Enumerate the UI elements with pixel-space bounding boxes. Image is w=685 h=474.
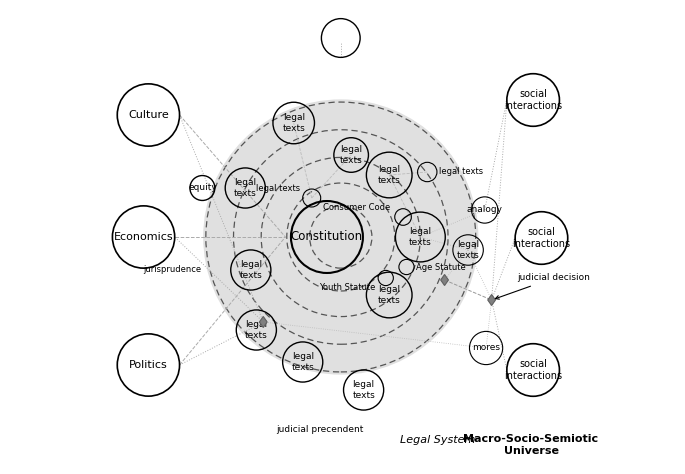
Text: Politics: Politics xyxy=(129,360,168,370)
Text: legal texts: legal texts xyxy=(256,184,300,193)
Text: jurisprudence: jurisprudence xyxy=(143,265,201,274)
Text: legal
texts: legal texts xyxy=(378,165,401,185)
Text: legal
texts: legal texts xyxy=(240,260,262,280)
Text: mores: mores xyxy=(472,344,500,353)
Text: equity: equity xyxy=(188,183,216,192)
Text: legal
texts: legal texts xyxy=(245,320,268,340)
Text: legal
texts: legal texts xyxy=(352,380,375,400)
Text: Macro-Socio-Semiotic
Universe: Macro-Socio-Semiotic Universe xyxy=(464,434,599,456)
Text: Legal System: Legal System xyxy=(400,435,475,445)
Text: legal
texts: legal texts xyxy=(378,285,401,305)
Text: Consumer Code: Consumer Code xyxy=(323,203,390,212)
Text: analogy: analogy xyxy=(466,206,503,215)
Text: legal
texts: legal texts xyxy=(409,228,432,246)
Polygon shape xyxy=(440,274,449,285)
Text: legal
texts: legal texts xyxy=(291,352,314,372)
Polygon shape xyxy=(488,294,495,306)
Polygon shape xyxy=(260,317,267,328)
Text: Age Statute: Age Statute xyxy=(416,263,466,272)
Text: Economics: Economics xyxy=(114,232,173,242)
Text: legal
texts: legal texts xyxy=(234,178,257,198)
Text: Culture: Culture xyxy=(128,110,169,120)
Text: judicial decision: judicial decision xyxy=(495,273,590,299)
Text: Youth Statute: Youth Statute xyxy=(319,283,376,292)
Text: judicial precendent: judicial precendent xyxy=(276,426,364,435)
Text: legal
texts: legal texts xyxy=(457,240,480,260)
Text: social
interactions: social interactions xyxy=(504,89,562,111)
Text: social
interactions: social interactions xyxy=(504,359,562,381)
Circle shape xyxy=(203,100,478,374)
Text: legal texts: legal texts xyxy=(439,167,484,176)
Text: legal
texts: legal texts xyxy=(282,113,305,133)
Text: social
interactions: social interactions xyxy=(512,227,571,249)
Text: Constitution: Constitution xyxy=(291,230,363,244)
Text: legal
texts: legal texts xyxy=(340,146,362,164)
